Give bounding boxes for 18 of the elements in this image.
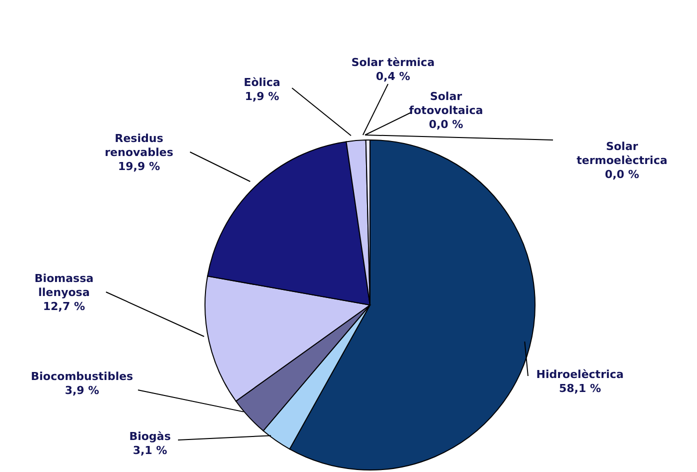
category-label: Solar termoelèctrica: [576, 140, 668, 167]
data-label: 3,1 %: [132, 444, 168, 457]
slice-label: Solar tèrmica: [351, 56, 435, 69]
slice-label: Hidroelèctrica: [536, 368, 624, 381]
slice-label: Eòlica: [244, 76, 280, 89]
category-label: Solar fotovoltaica: [408, 90, 484, 117]
text: 0,0 %: [428, 118, 464, 131]
data-label: 19,9 %: [118, 160, 160, 173]
slice-label: Biogàs: [129, 430, 172, 443]
data-label: 58,1 %: [559, 382, 601, 395]
text: 0,0 %: [604, 168, 640, 181]
data-label: 1,9 %: [244, 90, 280, 103]
slice-label: Biomassa llenyosa: [34, 272, 94, 299]
slice-label: Biocombustibles: [30, 370, 134, 383]
data-label: 3,9 %: [64, 384, 100, 397]
slice-label: Residus renovables: [104, 132, 174, 159]
data-label: 0,4 %: [376, 70, 410, 83]
data-label: 12,7 %: [43, 300, 85, 313]
